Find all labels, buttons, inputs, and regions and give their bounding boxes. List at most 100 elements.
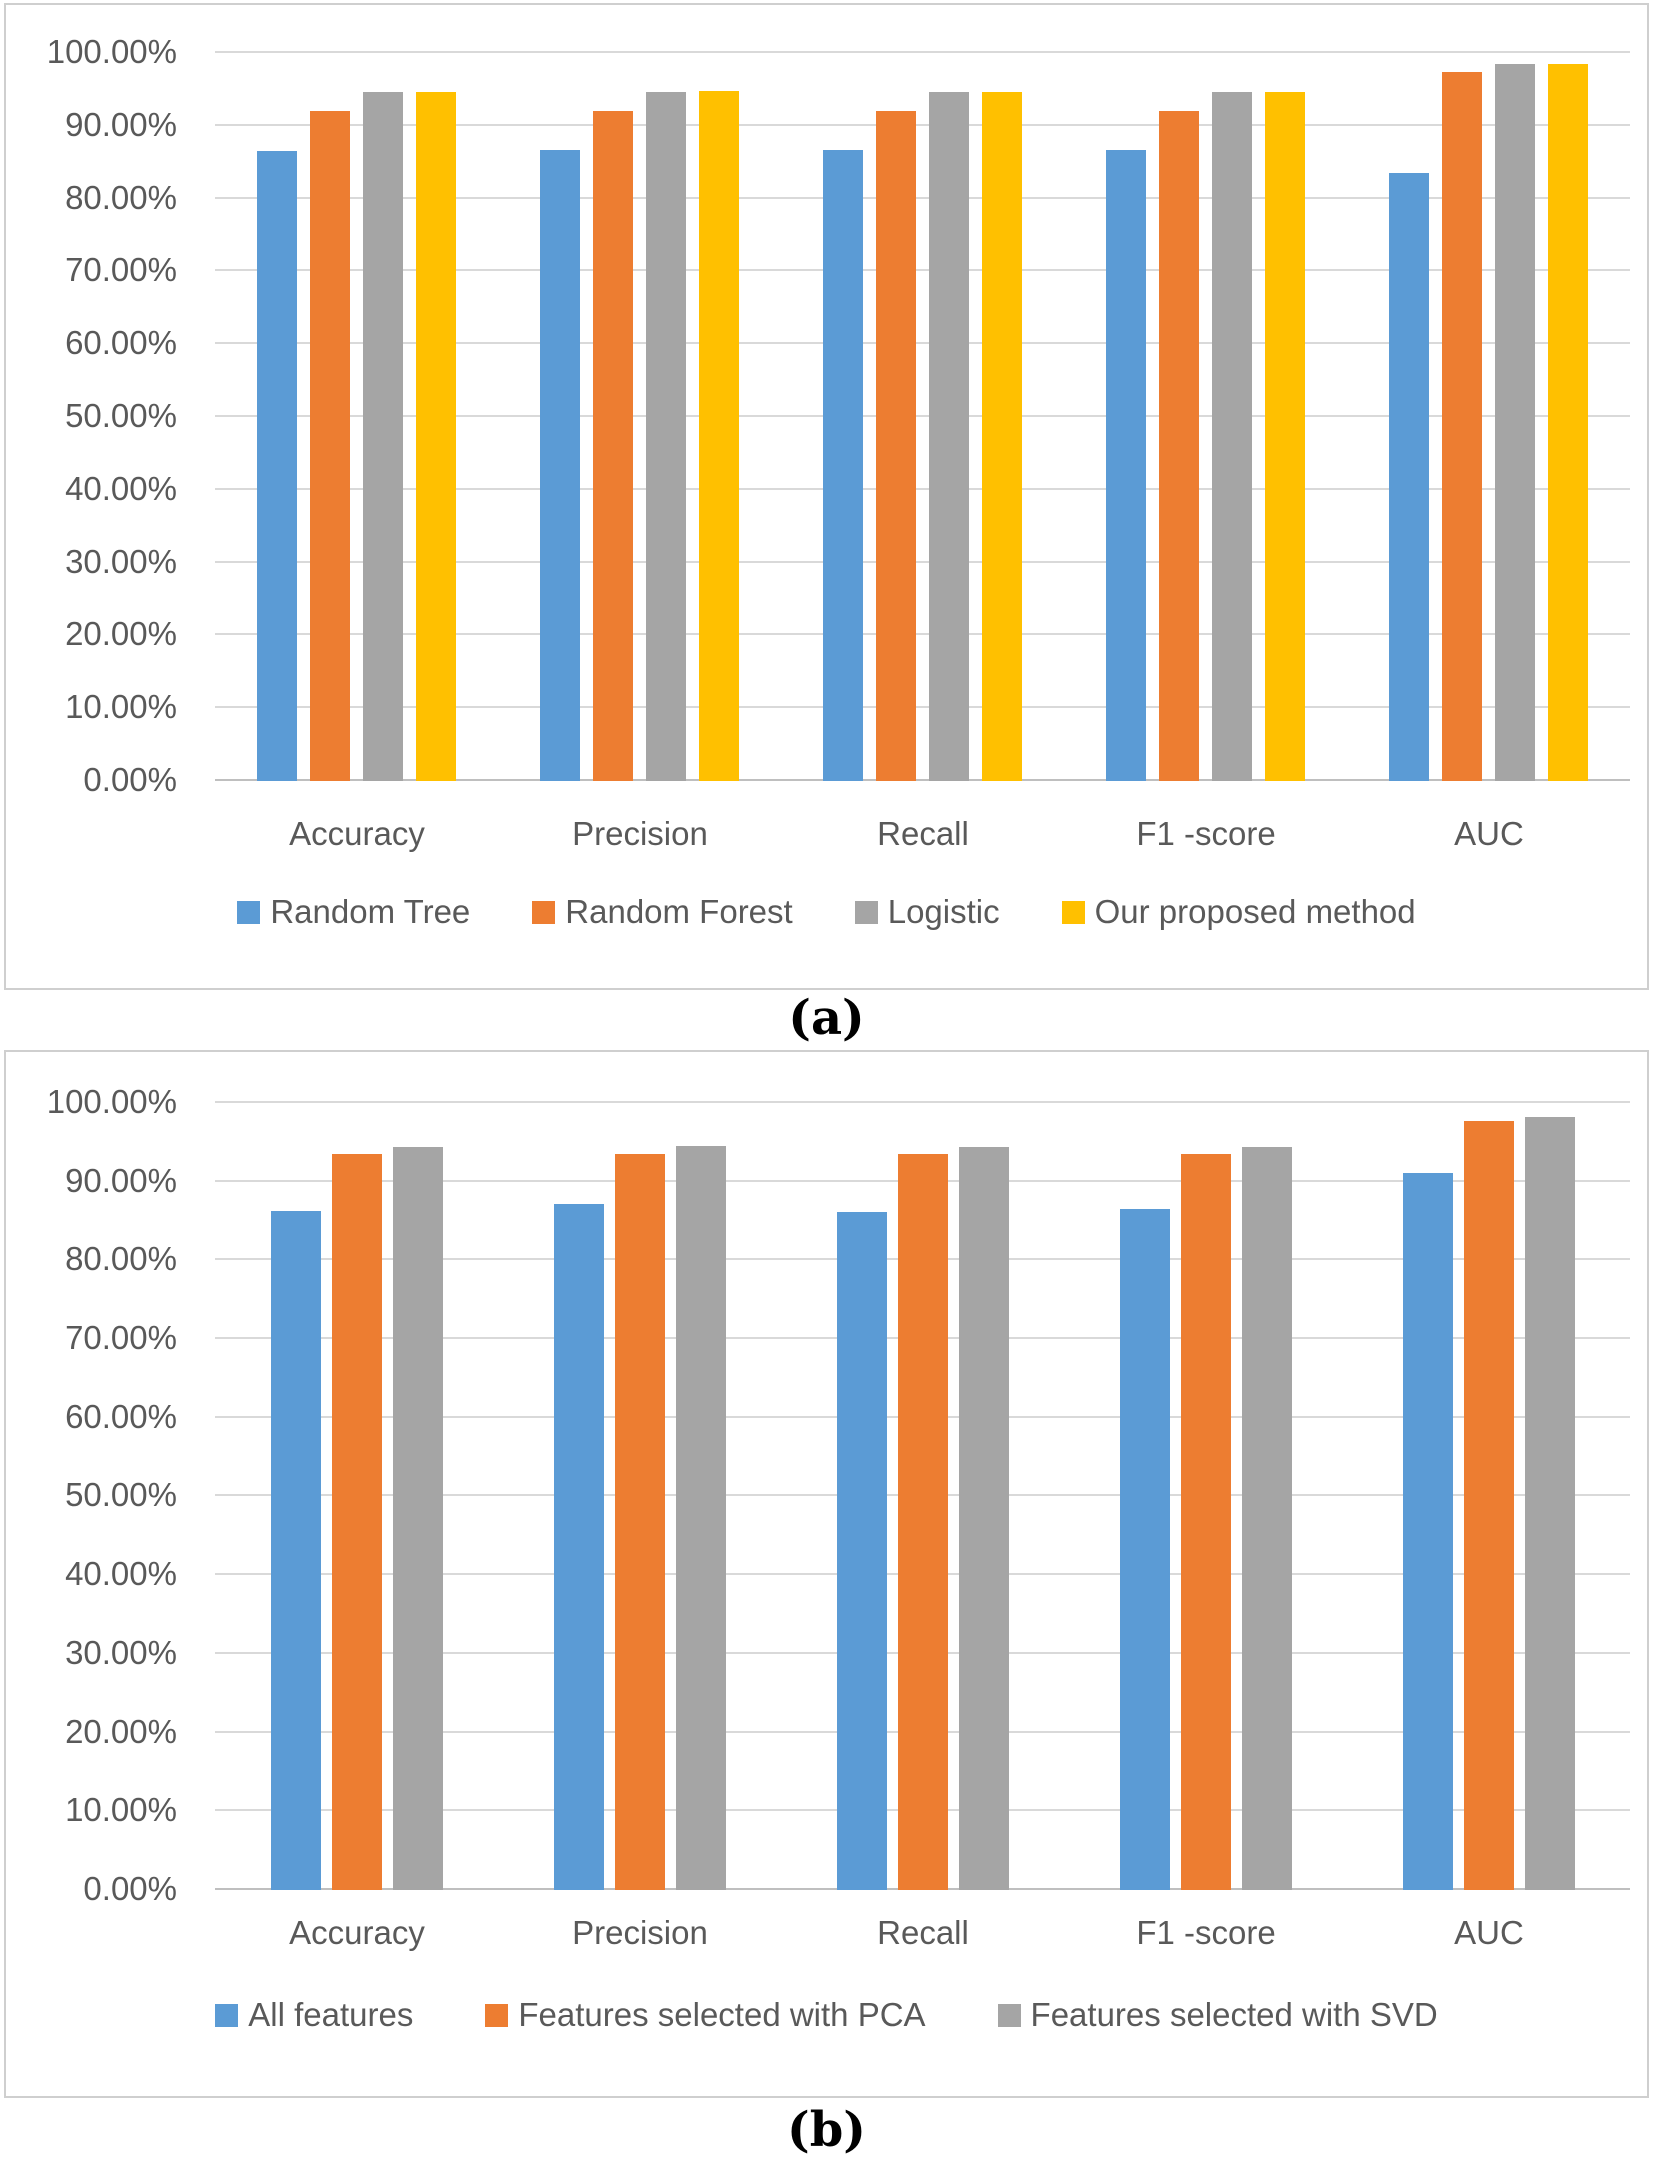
y-axis-tick-label: 70.00% (65, 1319, 177, 1356)
bar-features-selected-with-pca-recall (898, 1154, 948, 1890)
x-axis-category-label: AUC (1454, 1914, 1524, 1951)
bar-all-features-recall (837, 1212, 887, 1890)
chart-panel-b: 0.00% 10.00% 20.00% 30.00% 40.00% 50.00% 60.00… (4, 1050, 1649, 2098)
y-axis-tick-label: 90.00% (65, 106, 177, 143)
y-axis-tick-label: 10.00% (65, 688, 177, 725)
y-axis-tick-label: 20.00% (65, 1713, 177, 1750)
bar-features-selected-with-pca-precision (615, 1154, 665, 1890)
bar-random-tree-auc (1389, 173, 1429, 781)
bar-features-selected-with-pca-f1-score (1181, 1154, 1231, 1890)
y-axis-tick-label: 60.00% (65, 1398, 177, 1435)
y-axis-tick-label: 80.00% (65, 1240, 177, 1277)
gridline (215, 342, 1630, 344)
gridline (215, 197, 1630, 199)
legend-swatch-icon (532, 900, 556, 924)
y-axis-tick-label: 0.00% (83, 1870, 177, 1907)
legend-swatch-icon (1061, 900, 1085, 924)
y-axis-tick-label: 40.00% (65, 470, 177, 507)
x-axis-category-label: F1 -score (1136, 1914, 1276, 1951)
bar-our-proposed-method-recall (982, 92, 1022, 781)
legend-label: All features (248, 1996, 414, 2033)
legend-item-our-proposed-method: Our proposed method (1061, 893, 1416, 931)
legend-swatch-icon (997, 2003, 1021, 2027)
bar-random-forest-f1-score (1159, 111, 1199, 781)
bar-all-features-f1-score (1120, 1209, 1170, 1890)
y-axis-tick-label: 100.00% (46, 1083, 177, 1120)
y-axis-tick-label: 30.00% (65, 1634, 177, 1671)
bar-our-proposed-method-accuracy (416, 92, 456, 781)
legend-label: Our proposed method (1094, 893, 1416, 930)
legend-label: Features selected with SVD (1030, 1996, 1438, 2033)
bar-random-forest-precision (593, 111, 633, 781)
bar-our-proposed-method-f1-score (1265, 92, 1305, 781)
gridline (215, 269, 1630, 271)
bar-features-selected-with-svd-precision (676, 1146, 726, 1890)
bar-features-selected-with-pca-accuracy (332, 1154, 382, 1890)
panel-caption-b: (b) (787, 2102, 866, 2158)
y-axis-tick-label: 100.00% (46, 33, 177, 70)
legend: Random Tree Random Forest Logistic Our prop… (6, 893, 1647, 931)
gridline (215, 561, 1630, 563)
bar-features-selected-with-svd-f1-score (1242, 1147, 1292, 1890)
legend-label: Random Forest (565, 893, 793, 930)
gridline (215, 706, 1630, 708)
bar-random-forest-accuracy (310, 111, 350, 781)
x-axis-category-label: Accuracy (289, 815, 425, 852)
bar-features-selected-with-svd-auc (1525, 1117, 1575, 1890)
bar-random-tree-f1-score (1106, 150, 1146, 781)
panel-caption-a: (a) (788, 990, 865, 1046)
x-axis-category-label: Precision (572, 815, 708, 852)
y-axis-tick-label: 20.00% (65, 615, 177, 652)
legend-swatch-icon (215, 2003, 239, 2027)
legend-item-features-selected-with-svd: Features selected with SVD (997, 1996, 1438, 2034)
x-axis-line (215, 779, 1630, 781)
gridline (215, 124, 1630, 126)
bar-random-tree-recall (823, 150, 863, 781)
y-axis-tick-label: 0.00% (83, 761, 177, 798)
bar-features-selected-with-svd-recall (959, 1147, 1009, 1890)
y-axis-tick-label: 90.00% (65, 1162, 177, 1199)
y-axis-tick-label: 70.00% (65, 251, 177, 288)
y-axis-tick-label: 30.00% (65, 543, 177, 580)
bar-our-proposed-method-precision (699, 91, 739, 781)
y-axis-tick-label: 10.00% (65, 1791, 177, 1828)
x-axis-category-label: Accuracy (289, 1914, 425, 1951)
bar-random-forest-auc (1442, 72, 1482, 781)
y-axis-tick-label: 50.00% (65, 1476, 177, 1513)
bar-features-selected-with-pca-auc (1464, 1121, 1514, 1890)
x-axis-category-label: Recall (877, 1914, 969, 1951)
legend-swatch-icon (485, 2003, 509, 2027)
bar-all-features-auc (1403, 1173, 1453, 1890)
legend-label: Features selected with PCA (518, 1996, 926, 2033)
bar-logistic-accuracy (363, 92, 403, 781)
gridline (215, 633, 1630, 635)
gridline (215, 415, 1630, 417)
bar-our-proposed-method-auc (1548, 64, 1588, 781)
bar-logistic-f1-score (1212, 92, 1252, 781)
legend-item-all-features: All features (215, 1996, 413, 2034)
chart-panel-a: 0.00% 10.00% 20.00% 30.00% 40.00% 50.00% 60.00… (4, 3, 1649, 990)
y-axis-tick-label: 40.00% (65, 1555, 177, 1592)
legend-item-logistic: Logistic (854, 893, 1000, 931)
legend-swatch-icon (854, 900, 878, 924)
x-axis-category-label: Recall (877, 815, 969, 852)
legend-item-features-selected-with-pca: Features selected with PCA (485, 1996, 926, 2034)
x-axis-category-label: Precision (572, 1914, 708, 1951)
bar-random-tree-precision (540, 150, 580, 781)
bar-features-selected-with-svd-accuracy (393, 1147, 443, 1890)
bar-all-features-precision (554, 1204, 604, 1890)
bar-random-forest-recall (876, 111, 916, 781)
x-axis-category-label: AUC (1454, 815, 1524, 852)
gridline (215, 488, 1630, 490)
legend-item-random-forest: Random Forest (532, 893, 793, 931)
bar-random-tree-accuracy (257, 151, 297, 781)
y-axis-tick-label: 80.00% (65, 179, 177, 216)
y-axis-tick-label: 60.00% (65, 324, 177, 361)
y-axis-tick-label: 50.00% (65, 397, 177, 434)
bar-logistic-precision (646, 92, 686, 781)
legend-item-random-tree: Random Tree (237, 893, 470, 931)
bar-all-features-accuracy (271, 1211, 321, 1890)
legend-swatch-icon (237, 900, 261, 924)
x-axis-category-label: F1 -score (1136, 815, 1276, 852)
